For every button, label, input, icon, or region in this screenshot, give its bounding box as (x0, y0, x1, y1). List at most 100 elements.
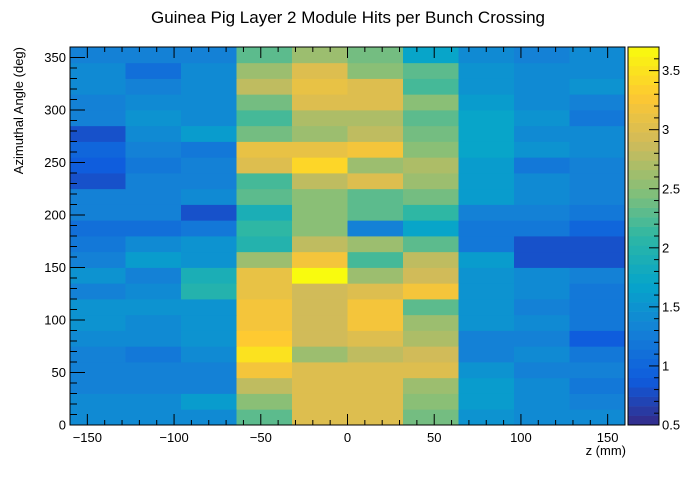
heatmap-cell (403, 236, 459, 253)
heatmap-cell (569, 110, 626, 127)
colorbar-segment (628, 47, 659, 57)
heatmap-cell (70, 409, 126, 426)
heatmap-cell (569, 299, 626, 316)
heatmap-cell (236, 299, 293, 316)
colorbar-segment (628, 103, 659, 114)
heatmap-cell (70, 267, 126, 284)
heatmap-cell (70, 125, 126, 142)
y-axis: 0 50 100 150 200 250 300 350 (44, 46, 85, 433)
heatmap-cell (70, 236, 126, 253)
heatmap-cell (403, 362, 459, 379)
x-tick-label: 100 (510, 430, 532, 445)
x-tick-label: −50 (250, 430, 272, 445)
heatmap-cell (514, 110, 570, 127)
colorbar-tick-label: 3 (662, 122, 669, 137)
heatmap-cell (458, 94, 515, 111)
heatmap-cell (569, 47, 626, 64)
colorbar-segment (628, 283, 659, 293)
heatmap-cell (403, 62, 459, 79)
heatmap-cell (236, 188, 293, 205)
heatmap-cell (347, 125, 404, 142)
heatmap-cell (181, 283, 237, 300)
x-axis-label: z (mm) (586, 443, 626, 458)
heatmap-cell (70, 110, 126, 127)
colorbar-tick-label: 0.5 (662, 418, 680, 433)
heatmap-cell (514, 299, 570, 316)
heatmap-cell (236, 94, 293, 111)
heatmap-cell (70, 157, 126, 174)
colorbar-segment (628, 302, 659, 312)
heatmap-cell (292, 283, 348, 300)
heatmap-cell (181, 330, 237, 347)
heatmap-cell (403, 299, 459, 316)
heatmap-cell (292, 330, 348, 347)
heatmap-cell (236, 47, 293, 64)
heatmap-cell (292, 141, 348, 158)
heatmap-cell (347, 204, 404, 221)
heatmap-cell (181, 141, 237, 158)
heatmap-cell (458, 346, 515, 363)
heatmap-cell (125, 283, 182, 300)
heatmap-cell (236, 220, 293, 237)
heatmap-cell (347, 346, 404, 363)
heatmap-cell (181, 110, 237, 127)
heatmap-cell (514, 236, 570, 253)
heatmap-cell (70, 62, 126, 79)
x-tick-label: −150 (73, 430, 102, 445)
heatmap-cell (514, 157, 570, 174)
colorbar-segment (628, 84, 659, 95)
heatmap-cell (514, 267, 570, 284)
heatmap-cell (347, 362, 404, 379)
heatmap-cell (236, 78, 293, 95)
heatmap-cell (347, 251, 404, 268)
heatmap-cell (125, 220, 182, 237)
heatmap-cell (181, 251, 237, 268)
colorbar-segment (628, 321, 659, 331)
heatmap-cell (569, 94, 626, 111)
heatmap-cell (181, 409, 237, 426)
heatmap-cell (569, 377, 626, 394)
heatmap-cell (403, 314, 459, 331)
heatmap-cell (236, 283, 293, 300)
heatmap-cell (70, 251, 126, 268)
heatmap-cell (458, 47, 515, 64)
heatmap-cell (514, 362, 570, 379)
heatmap-cell (125, 330, 182, 347)
heatmap-cell (70, 47, 126, 64)
chart-title: Guinea Pig Layer 2 Module Hits per Bunch… (151, 8, 545, 27)
heatmap-cell (292, 110, 348, 127)
y-tick-label: 250 (44, 155, 66, 170)
colorbar-segment (628, 330, 659, 341)
heatmap-cell (181, 47, 237, 64)
heatmap-cell (292, 299, 348, 316)
colorbar-segment (628, 311, 659, 322)
heatmap-cell (458, 125, 515, 142)
colorbar-segment (628, 368, 659, 379)
heatmap-cell (236, 204, 293, 221)
colorbar-segment (628, 207, 659, 218)
x-axis: −150 −100 −50 0 50 100 150 (69, 47, 626, 445)
heatmap-cell (403, 94, 459, 111)
heatmap-cell (514, 173, 570, 190)
heatmap-cell (125, 393, 182, 410)
heatmap-cell (292, 377, 348, 394)
heatmap-cell (70, 377, 126, 394)
y-tick-label: 0 (59, 418, 66, 433)
heatmap-cell (236, 377, 293, 394)
colorbar-segment (628, 122, 659, 133)
heatmap-cell (347, 47, 404, 64)
heatmap-cell (292, 78, 348, 95)
heatmap-cell (458, 267, 515, 284)
heatmap-cell (458, 204, 515, 221)
heatmap-cell (403, 377, 459, 394)
heatmap-cell (458, 220, 515, 237)
heatmap-cell (181, 346, 237, 363)
heatmap-cell (514, 220, 570, 237)
y-tick-label: 200 (44, 208, 66, 223)
heatmap-cell (292, 346, 348, 363)
heatmap-cell (347, 141, 404, 158)
colorbar-segment (628, 113, 659, 123)
heatmap-cell (458, 362, 515, 379)
heatmap-cell (458, 393, 515, 410)
heatmap-cell (236, 330, 293, 347)
